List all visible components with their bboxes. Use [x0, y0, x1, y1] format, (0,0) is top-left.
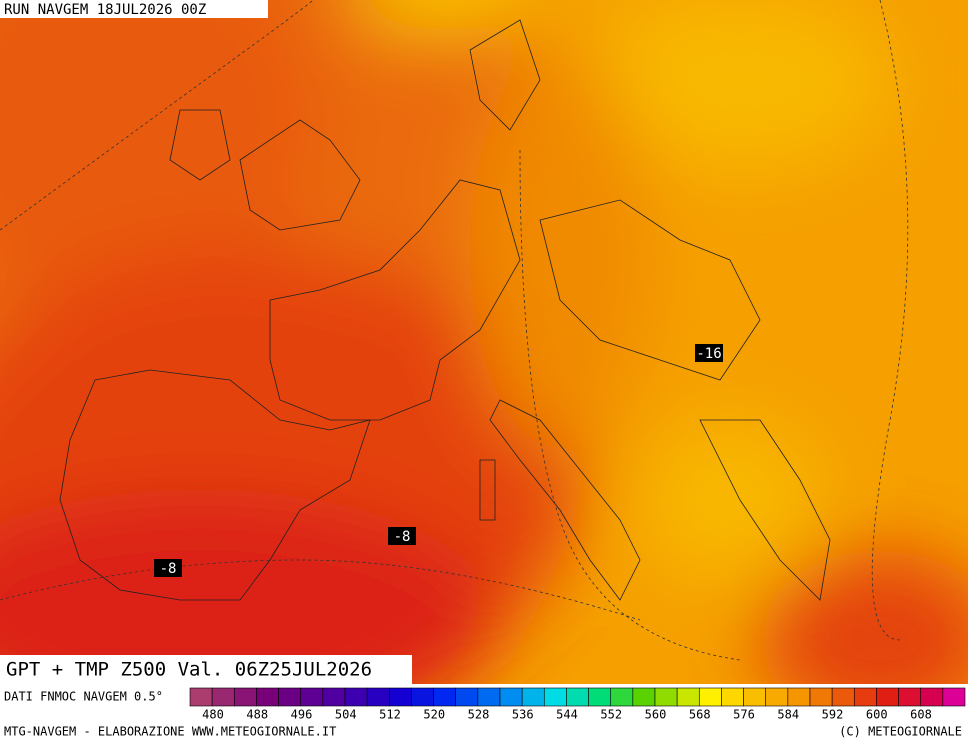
- isotherms: [0, 0, 909, 661]
- colorbar-swatch: [566, 687, 589, 707]
- colorbar-swatch: [876, 687, 899, 707]
- colorbar-swatch: [831, 687, 855, 707]
- header-box: [0, 0, 268, 18]
- temperature-label: -8: [160, 561, 177, 577]
- label-box: [695, 344, 723, 362]
- colorbar-swatch: [853, 687, 877, 707]
- colorbar-swatch: [233, 687, 257, 707]
- colorbar-label: 592: [822, 708, 844, 722]
- colorbar-caption: DATI FNMOC NAVGEM 0.5°: [4, 690, 163, 704]
- colorbar-swatch: [189, 687, 213, 707]
- colorbar-swatch: [411, 687, 434, 707]
- map-title: GPT + TMP Z500 Val. 06Z25JUL2026: [6, 659, 372, 681]
- colorbar-swatch: [433, 687, 457, 707]
- colorbar-swatch: [721, 687, 744, 707]
- colorbar-label: 488: [246, 708, 268, 722]
- colorbar-swatch: [322, 687, 346, 707]
- colorbar-label: 568: [689, 708, 711, 722]
- footer-right: (C) METEOGIORNALE: [839, 725, 962, 739]
- temperature-label: -16: [696, 346, 721, 362]
- colorbar-swatch: [809, 687, 833, 707]
- colorbar-swatch: [455, 687, 479, 707]
- colorbar-label: 584: [777, 708, 799, 722]
- title-box: [0, 655, 412, 684]
- colorbar-swatch: [654, 687, 678, 707]
- map-labels: -16 -8 -8: [154, 344, 723, 577]
- colorbar-swatch: [256, 687, 279, 707]
- colorbar-label: 536: [512, 708, 534, 722]
- colorbar-label: 512: [379, 708, 401, 722]
- colorbar-label: 560: [645, 708, 667, 722]
- colorbar-swatch: [898, 687, 922, 707]
- colorbar-label: 520: [423, 708, 445, 722]
- colorbar-label: 480: [202, 708, 224, 722]
- colorbar-swatch: [477, 687, 501, 707]
- colorbar-label: 552: [600, 708, 622, 722]
- colorbar-label: 576: [733, 708, 755, 722]
- colorbar-label: 544: [556, 708, 578, 722]
- colorbar-swatch: [588, 687, 612, 707]
- colorbar-swatch: [942, 687, 966, 707]
- colorbar-swatch: [521, 687, 545, 707]
- colorbar-swatch: [278, 687, 302, 707]
- colorbar-label: 600: [866, 708, 888, 722]
- temperature-label: -8: [394, 529, 411, 545]
- colorbar-label: 496: [291, 708, 313, 722]
- label-box: [388, 527, 416, 545]
- colorbar-label: 608: [910, 708, 932, 722]
- colorbar-label: 528: [468, 708, 490, 722]
- colorbar-swatch: [787, 687, 811, 707]
- colorbar-swatch: [344, 687, 368, 707]
- colorbar-swatch: [676, 687, 700, 707]
- colorbar: 480 488 496 504 512 520 528 536 544 552 560 568 576 5…: [189, 687, 966, 722]
- label-box: [154, 559, 182, 577]
- colorbar-swatch: [698, 687, 722, 707]
- colorbar-swatch: [388, 687, 412, 707]
- colorbar-swatch: [632, 687, 656, 707]
- footer-left: MTG-NAVGEM - ELABORAZIONE WWW.METEOGIORN…: [4, 725, 336, 739]
- colorbar-swatch: [610, 687, 634, 707]
- coastlines: [59, 19, 831, 601]
- colorbar-swatch: [300, 687, 324, 707]
- colorbar-swatch: [765, 687, 789, 707]
- colorbar-label: 504: [335, 708, 357, 722]
- colorbar-swatch: [366, 687, 390, 707]
- run-label: RUN NAVGEM 18JUL2026 00Z: [4, 2, 206, 18]
- colorbar-swatch: [743, 687, 767, 707]
- colorbar-swatch: [920, 687, 944, 707]
- colorbar-swatch: [211, 687, 235, 707]
- colorbar-swatch: [543, 687, 567, 707]
- colorbar-swatch: [499, 687, 523, 707]
